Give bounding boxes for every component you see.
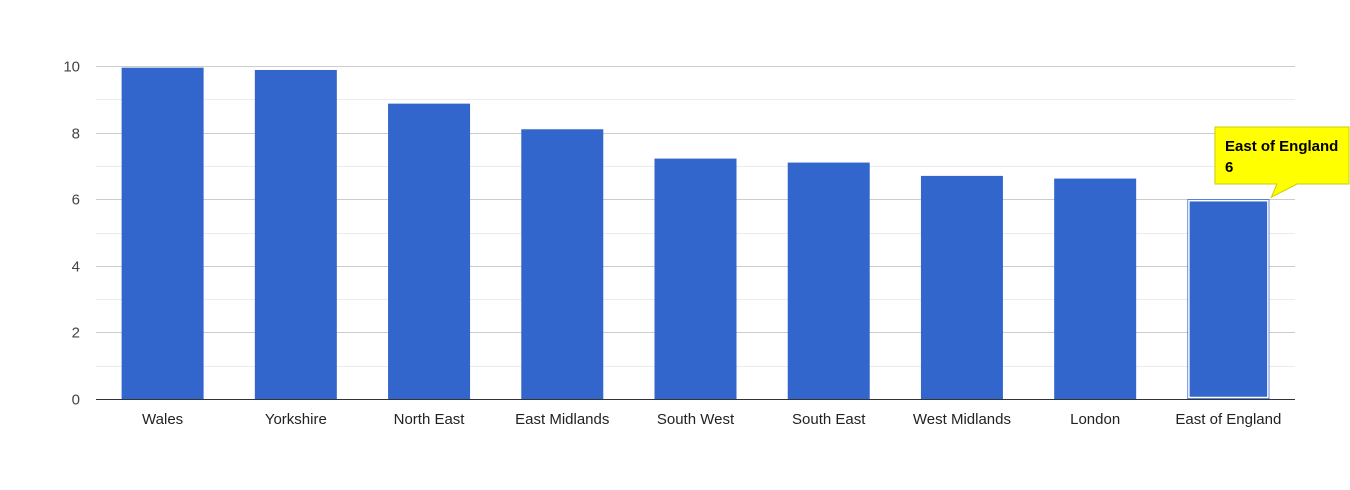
- tooltip-label: East of England: [1225, 138, 1338, 155]
- x-tick-label: London: [1070, 411, 1120, 428]
- y-tick-label: 2: [72, 325, 80, 342]
- x-tick-label: West Midlands: [913, 411, 1011, 428]
- tooltip: East of England 6: [1214, 126, 1350, 199]
- y-tick-label: 6: [72, 192, 80, 209]
- x-axis-category-labels: Wales Yorkshire North East East Midlands Sou…: [142, 411, 1281, 428]
- tooltip-value: 6: [1225, 159, 1233, 176]
- bar-east-of-england[interactable]: [1188, 199, 1269, 399]
- bar-wales[interactable]: [121, 67, 204, 399]
- y-axis-tick-labels: 0 2 4 6 8 10: [63, 59, 80, 409]
- x-tick-label: North East: [394, 411, 466, 428]
- bar-yorkshire[interactable]: [254, 69, 337, 399]
- x-tick-label: East of England: [1175, 411, 1281, 428]
- x-tick-label: Yorkshire: [265, 411, 327, 428]
- bar-london[interactable]: [1054, 178, 1137, 399]
- x-tick-label: South West: [657, 411, 735, 428]
- bar-east-midlands[interactable]: [521, 129, 604, 399]
- bar-west-midlands[interactable]: [920, 175, 1003, 399]
- tooltip-box: [1214, 126, 1350, 199]
- bars: [121, 67, 1270, 399]
- y-tick-label: 0: [72, 392, 80, 409]
- bar-south-west[interactable]: [654, 158, 737, 399]
- y-tick-label: 10: [63, 59, 80, 76]
- y-tick-label: 8: [72, 126, 80, 143]
- x-tick-label: East Midlands: [515, 411, 609, 428]
- bar-north-east[interactable]: [388, 103, 471, 399]
- x-tick-label: Wales: [142, 411, 183, 428]
- y-tick-label: 4: [72, 259, 80, 276]
- x-tick-label: South East: [792, 411, 866, 428]
- bar-south-east[interactable]: [787, 162, 870, 399]
